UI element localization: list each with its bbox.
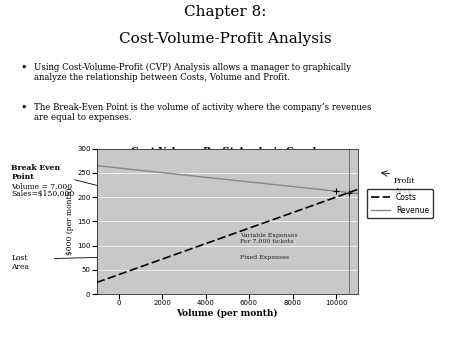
X-axis label: Volume (per month): Volume (per month) [176,309,278,318]
Text: •: • [20,63,27,73]
Text: Volume = 7,000: Volume = 7,000 [11,182,72,190]
Text: Cost-Volume-Profit Analysis: Cost-Volume-Profit Analysis [119,32,331,46]
Text: For 7,000 tickets: For 7,000 tickets [240,239,294,244]
Text: Variable Expenses: Variable Expenses [240,233,298,238]
Y-axis label: $000 (per month): $000 (per month) [66,188,74,255]
Text: Lost
Area: Lost Area [11,254,29,271]
Text: Fixed Expenses: Fixed Expenses [240,255,289,260]
Text: Using Cost-Volume-Profit (CVP) Analysis allows a manager to graphically
analyze : Using Cost-Volume-Profit (CVP) Analysis … [34,63,351,82]
Text: Point: Point [11,173,34,181]
Text: Sales=$150,000: Sales=$150,000 [11,190,75,198]
Text: The Break-Even Point is the volume of activity where the company’s revenues
are : The Break-Even Point is the volume of ac… [34,103,371,122]
Text: •: • [20,103,27,113]
Text: Profit
Area: Profit Area [394,177,415,195]
Text: Break Even: Break Even [11,164,60,172]
Text: Chapter 8:: Chapter 8: [184,5,266,19]
Legend: Costs, Revenue: Costs, Revenue [367,189,433,218]
Text: Cost-Volume-Profit Analysis Graph: Cost-Volume-Profit Analysis Graph [130,147,320,156]
